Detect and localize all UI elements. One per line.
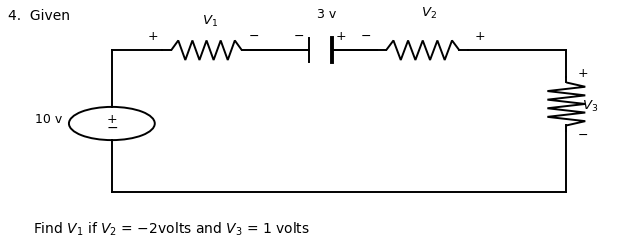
Text: +: + bbox=[148, 30, 158, 43]
Text: 10 v: 10 v bbox=[36, 113, 63, 126]
Text: −: − bbox=[106, 121, 118, 135]
Text: −: − bbox=[361, 30, 371, 43]
Text: $V_2$: $V_2$ bbox=[421, 6, 437, 21]
Text: −: − bbox=[294, 30, 304, 43]
Text: $V_3$: $V_3$ bbox=[582, 99, 598, 114]
Text: +: + bbox=[578, 67, 588, 80]
Text: +: + bbox=[107, 113, 117, 126]
Text: −: − bbox=[249, 30, 259, 43]
Text: −: − bbox=[578, 129, 588, 142]
Text: 3 v: 3 v bbox=[317, 8, 336, 21]
Text: Find $V_1$ if $V_2$ = −2volts and $V_3$ = 1 volts: Find $V_1$ if $V_2$ = −2volts and $V_3$ … bbox=[33, 221, 310, 238]
Text: $V_1$: $V_1$ bbox=[202, 14, 217, 29]
Text: +: + bbox=[474, 30, 485, 43]
Text: 4.  Given: 4. Given bbox=[8, 9, 70, 23]
Text: +: + bbox=[335, 30, 346, 43]
